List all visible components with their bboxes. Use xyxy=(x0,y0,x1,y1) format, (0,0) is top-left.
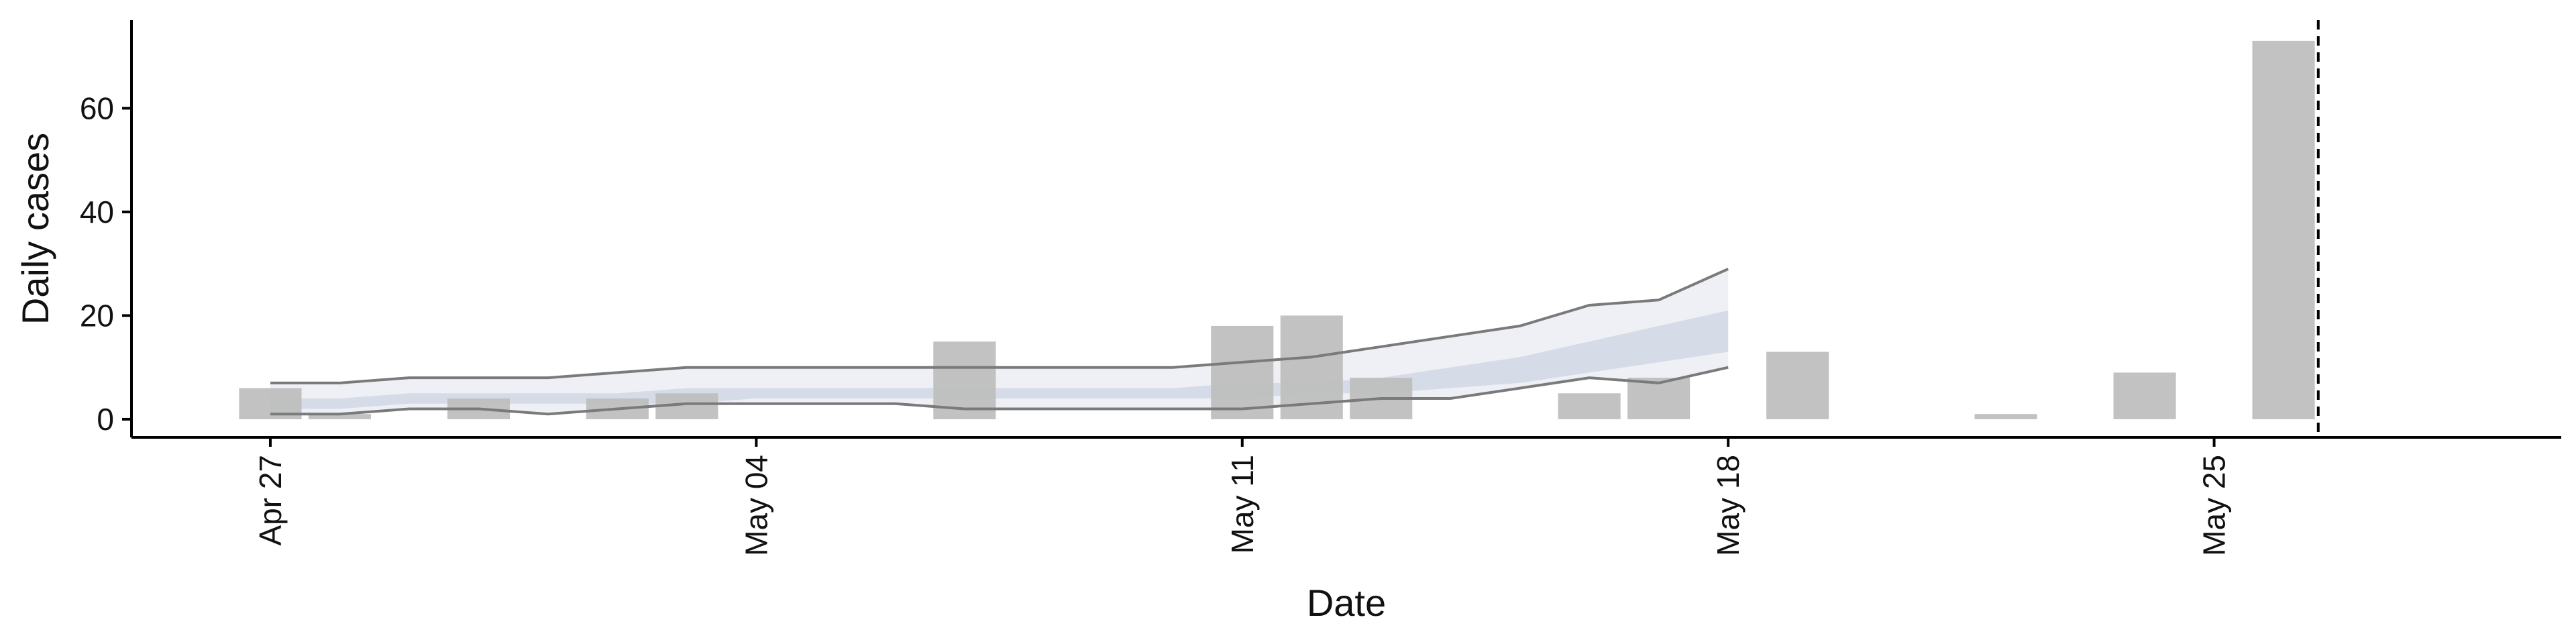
lower-bound-line xyxy=(270,366,1729,416)
y-axis-title: Daily cases xyxy=(14,133,56,325)
x-tick-label-2020-05-25: May 25 xyxy=(2197,455,2232,556)
bar-2020-05-16 xyxy=(1558,393,1621,419)
bar-2020-05-22 xyxy=(1974,414,2037,419)
bar-2020-04-28 xyxy=(308,414,371,419)
x-axis-ticks: Apr 27 May 04 May 11 May 18 May 25 xyxy=(253,437,2232,556)
bar-2020-05-26 xyxy=(2252,40,2315,419)
x-tick-label-2020-05-04: May 04 xyxy=(739,455,773,556)
x-tick-label-2020-04-27: Apr 27 xyxy=(253,455,288,546)
bar-2020-05-11 xyxy=(1211,325,1274,419)
y-tick-label-20: 20 xyxy=(80,298,114,333)
y-tick-label-60: 60 xyxy=(80,91,114,125)
x-tick-label-2020-05-11: May 11 xyxy=(1225,455,1260,553)
upper-bound-line xyxy=(270,268,1729,384)
bar-2020-05-19 xyxy=(1766,352,1829,419)
y-axis-ticks: 0 20 40 60 xyxy=(80,91,131,437)
bar-2020-05-17 xyxy=(1627,378,1690,419)
inner-credible-band xyxy=(270,310,1729,409)
inner-band-layer xyxy=(270,310,1729,409)
x-tick-label-2020-05-18: May 18 xyxy=(1711,455,1746,556)
y-tick-label-40: 40 xyxy=(80,195,114,229)
bar-2020-05-24 xyxy=(2113,372,2176,419)
x-axis-title: Date xyxy=(1307,582,1386,624)
band-edge-layer xyxy=(270,268,1729,416)
y-tick-label-0: 0 xyxy=(97,402,114,437)
